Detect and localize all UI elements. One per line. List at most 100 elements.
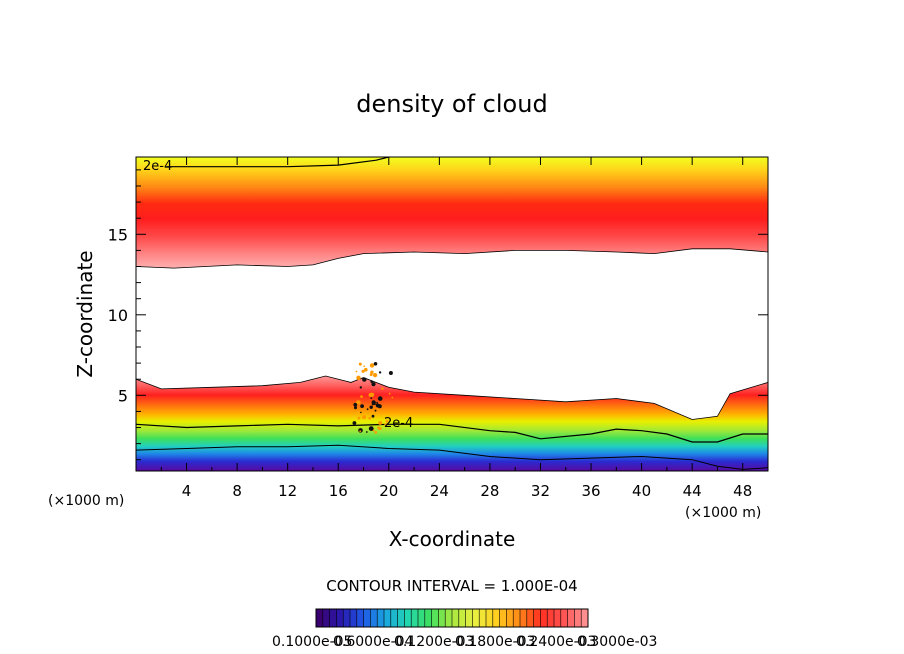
colorbar-cell (533, 609, 541, 627)
scatter-fragment (360, 404, 364, 408)
colorbar-cell (316, 609, 324, 627)
scatter-fragment (359, 430, 362, 433)
scatter-fragment (359, 386, 362, 389)
colorbar-cell (363, 609, 371, 627)
colorbar-cell (343, 609, 351, 627)
colorbar-cell (581, 609, 589, 627)
scatter-fragment (369, 363, 375, 368)
scatter-fragment (371, 414, 375, 418)
scatter-fragment (369, 392, 375, 397)
scatter-fragment (364, 367, 368, 372)
x-tick-label: 28 (480, 482, 499, 500)
colorbar-cell (499, 609, 507, 627)
scatter-fragment (369, 405, 373, 409)
colorbar-cell (350, 609, 358, 627)
scatter-fragment (368, 416, 372, 420)
colorbar-cell (377, 609, 385, 627)
plot-frame (135, 156, 769, 472)
colorbar-cell (418, 609, 426, 627)
scatter-fragment (362, 377, 367, 382)
y-tick-label: 5 (118, 386, 128, 405)
x-tick-label: 44 (683, 482, 702, 500)
colorbar-label: 0.1000e-05 (272, 634, 352, 650)
x-tick-label: 8 (232, 482, 242, 500)
scatter-fragment (374, 431, 378, 434)
colorbar-cell (554, 609, 562, 627)
colorbar-label: 0.1800e-03 (455, 634, 535, 650)
scatter-fragment (371, 400, 376, 405)
colorbar-cell (513, 609, 521, 627)
colorbar-cell (424, 609, 433, 627)
scatter-fragment (377, 404, 382, 409)
scatter-fragment (365, 431, 368, 433)
colorbar-cell (540, 609, 548, 627)
scatter-fragment (370, 397, 373, 399)
lower-band-edge-contour (136, 375, 768, 420)
scatter-fragment (357, 416, 361, 420)
colorbar-cell (329, 609, 337, 627)
scatter-fragment (373, 373, 378, 378)
scatter-fragment (360, 411, 362, 414)
colorbar-cell (431, 609, 439, 627)
colorbar-cell (390, 609, 399, 627)
upper-band-edge-contour (136, 248, 768, 269)
scatter-fragment (356, 375, 361, 380)
scatter-fragment (385, 419, 389, 423)
x-tick-label: 48 (733, 482, 752, 500)
chart-title: density of cloud (356, 90, 547, 118)
colorbar (315, 608, 589, 628)
scatter-fragment (353, 402, 358, 407)
upper-band-contour-line (166, 157, 389, 168)
colorbar-cell (458, 609, 467, 627)
colorbar-cell (465, 609, 473, 627)
x-axis-ticks: 4 8 12 16 20 24 28 32 36 40 44 48 (160, 157, 752, 500)
x-tick-label: 36 (581, 482, 600, 500)
colorbar-cell (445, 609, 453, 627)
scatter-fragment (360, 395, 363, 398)
scatter-fragment (370, 380, 374, 383)
y-axis-ticks: 5 10 15 (108, 169, 768, 461)
x-tick-label: 40 (632, 482, 651, 500)
scatter-fragment (374, 409, 377, 412)
y-axis-label: Z-coordinate (73, 250, 97, 377)
colorbar-cell (560, 609, 569, 627)
scatter-fragment (384, 423, 387, 426)
colorbar-cell (492, 609, 501, 627)
colorbar-label: 0.3000e-03 (577, 634, 657, 650)
colorbar-label: 0.6000e-04 (333, 634, 414, 650)
colorbar-tick-labels: 0.1000e-050.6000e-040.1200e-030.1800e-03… (272, 634, 657, 650)
colorbar-cell (370, 609, 378, 627)
lower-band-contour-2e4 (136, 423, 768, 443)
scatter-fragment (377, 426, 380, 430)
x-tick-label: 4 (182, 482, 192, 500)
colorbar-cell (567, 609, 575, 627)
upper-cloud-band (136, 157, 768, 269)
scatter-fragment (368, 426, 374, 431)
scatter-fragment (362, 415, 367, 420)
scatter-fragment (388, 371, 393, 375)
y-tick-label: 10 (108, 306, 128, 325)
colorbar-cell (520, 609, 528, 627)
lower-band-contour-low (136, 444, 768, 470)
scatter-fragment (378, 421, 382, 425)
colorbar-cell (356, 609, 365, 627)
colorbar-cell (479, 609, 487, 627)
plot-area (136, 157, 768, 471)
colorbar-label: 0.1200e-03 (394, 634, 474, 650)
colorbar-cell (397, 609, 405, 627)
colorbar-cell (404, 609, 412, 627)
scatter-fragment (373, 362, 378, 366)
colorbar-cell (574, 609, 582, 627)
colorbar-label: 0.2400e-03 (516, 634, 596, 650)
scatter-fragment (370, 370, 374, 374)
colorbar-cell (526, 609, 535, 627)
scatter-fragment (388, 392, 391, 395)
contour-interval-label: CONTOUR INTERVAL = 1.000E-04 (326, 577, 577, 595)
scatter-fragment (366, 408, 369, 411)
scatter-fragment (363, 365, 366, 368)
contour-scatter-cluster (352, 362, 394, 434)
scatter-fragment (355, 370, 358, 373)
colorbar-cell (322, 609, 331, 627)
y-tick-label: 15 (108, 225, 128, 244)
